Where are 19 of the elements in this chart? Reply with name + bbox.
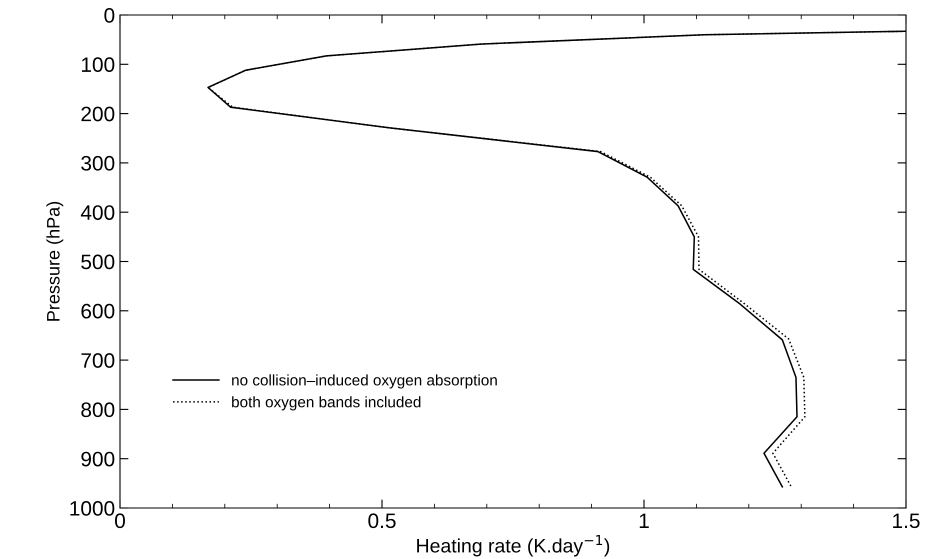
y-tick-label: 1000 xyxy=(70,501,114,516)
x-axis-title: Heating rate (K.day$^{−1}$) xyxy=(417,535,610,556)
y-tick-label: 600 xyxy=(81,304,114,319)
x-tick-label: 0.5 xyxy=(368,513,396,528)
y-tick-label: 300 xyxy=(81,156,114,171)
y-tick-label: 200 xyxy=(81,106,114,122)
legend-label: no collision–induced oxygen absorption xyxy=(232,374,497,389)
x-tick-label: 1 xyxy=(640,514,649,528)
y-axis-title: Pressure (hPa) xyxy=(46,202,64,321)
y-tick-label: 800 xyxy=(81,402,114,418)
y-tick-label: 700 xyxy=(81,353,114,368)
y-tick-label: 100 xyxy=(82,57,114,72)
x-tick-label: 0 xyxy=(115,513,125,528)
y-tick-label: 400 xyxy=(80,205,114,220)
x-tick-label: 1.5 xyxy=(893,514,920,528)
legend-label: both oxygen bands included xyxy=(232,396,420,410)
y-tick-label: 0 xyxy=(104,8,114,23)
y-tick-label: 900 xyxy=(81,452,114,466)
y-tick-label: 500 xyxy=(81,254,114,270)
